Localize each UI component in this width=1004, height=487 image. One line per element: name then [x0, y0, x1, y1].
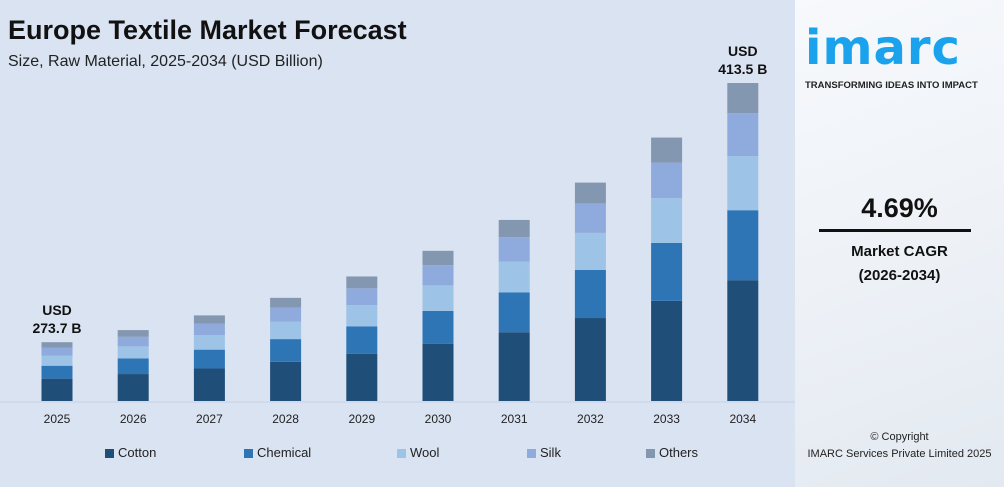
bar-segment-silk-2029: [346, 288, 378, 306]
legend-item-wool: Wool: [397, 445, 439, 461]
bar-segment-silk-2026: [117, 336, 149, 347]
bar-segment-cotton-2028: [270, 361, 302, 401]
bar-segment-wool-2030: [422, 285, 454, 311]
bar-segment-wool-2029: [346, 305, 378, 327]
bar-segment-cotton-2025: [41, 378, 73, 401]
copyright: © Copyright: [870, 431, 929, 443]
bar-segment-others-2032: [574, 182, 606, 204]
x-tick-label: 2031: [501, 412, 528, 426]
bar-segment-silk-2025: [41, 347, 73, 356]
bar-segment-wool-2032: [574, 232, 606, 270]
bar-segment-cotton-2032: [574, 318, 606, 401]
bar-segment-silk-2028: [270, 307, 302, 322]
bar-segment-silk-2033: [651, 162, 683, 199]
legend-swatch: [105, 448, 114, 458]
legend-label: Wool: [410, 445, 440, 460]
bar-segment-chemical-2031: [498, 292, 530, 333]
bar-segment-wool-2027: [193, 335, 225, 350]
x-tick-label: 2032: [577, 412, 604, 426]
logo-tagline: TRANSFORMING IDEAS INTO IMPACT: [805, 80, 978, 91]
bar-segment-others-2025: [41, 342, 73, 348]
bar-segment-others-2028: [270, 297, 302, 308]
bar-segment-others-2027: [193, 315, 225, 324]
bar-segment-cotton-2029: [346, 353, 378, 401]
x-tick-label: 2026: [120, 412, 147, 426]
bar-segment-wool-2026: [117, 346, 149, 359]
bar-segment-others-2029: [346, 276, 378, 289]
bar-segment-wool-2025: [41, 355, 73, 366]
bar-segment-cotton-2027: [193, 368, 225, 401]
cagr-period: (2026-2034): [858, 267, 941, 284]
x-tick-label: 2025: [44, 412, 71, 426]
legend-item-cotton: Cotton: [105, 445, 156, 461]
bar-segment-wool-2031: [498, 261, 530, 293]
legend-swatch: [646, 448, 655, 458]
cagr-value: 4.69%: [861, 193, 938, 223]
bar-segment-chemical-2026: [117, 358, 149, 375]
side-panel: imarc TRANSFORMING IDEAS INTO IMPACT 4.6…: [795, 0, 1004, 487]
bar-segment-cotton-2034: [727, 280, 759, 401]
bar-segment-silk-2027: [193, 323, 225, 336]
x-tick-label: 2027: [196, 412, 223, 426]
legend-swatch: [527, 448, 536, 458]
legend-swatch: [244, 448, 253, 458]
legend-label: Chemical: [257, 445, 312, 460]
x-tick-label: 2030: [425, 412, 452, 426]
x-tick-label: 2033: [653, 412, 680, 426]
chart-subtitle: Size, Raw Material, 2025-2034 (USD Billi…: [8, 53, 323, 70]
bar-segment-cotton-2033: [651, 300, 683, 401]
bar-segment-others-2031: [498, 219, 530, 238]
total-label: 413.5 B: [718, 61, 767, 77]
bar-segment-chemical-2030: [422, 310, 454, 344]
total-label: USD: [42, 302, 72, 318]
legend-label: Cotton: [118, 445, 157, 460]
legend-item-chemical: Chemical: [244, 445, 311, 461]
bar-segment-others-2033: [651, 137, 683, 163]
bar-segment-chemical-2025: [41, 365, 73, 379]
total-label: USD: [728, 43, 758, 59]
bar-segment-cotton-2031: [498, 332, 530, 401]
bar-segment-others-2026: [117, 330, 149, 337]
bar-segment-chemical-2027: [193, 349, 225, 369]
x-tick-label: 2034: [729, 412, 756, 426]
bar-segment-chemical-2029: [346, 326, 378, 354]
company-name: IMARC Services Private Limited 2025: [807, 448, 992, 460]
legend-swatch: [397, 448, 406, 458]
x-tick-label: 2028: [272, 412, 299, 426]
bar-segment-chemical-2034: [727, 210, 759, 281]
legend-label: Silk: [540, 445, 561, 460]
legend-label: Others: [659, 445, 699, 460]
bar-segment-silk-2031: [498, 237, 530, 262]
bar-segment-wool-2028: [270, 321, 302, 340]
bar-segment-others-2034: [727, 83, 759, 114]
bar-segment-wool-2034: [727, 156, 759, 211]
imarc-logo: imarc: [805, 22, 961, 74]
bar-segment-chemical-2032: [574, 269, 606, 319]
bar-segment-cotton-2030: [422, 343, 454, 401]
bar-segment-chemical-2033: [651, 242, 683, 301]
bar-segment-silk-2034: [727, 113, 759, 157]
bar-segment-silk-2032: [574, 203, 606, 233]
bar-segment-others-2030: [422, 250, 454, 266]
legend-item-others: Others: [646, 445, 698, 461]
chart-panel: Europe Textile Market Forecast Size, Raw…: [0, 0, 795, 487]
bar-segment-silk-2030: [422, 265, 454, 286]
chart-title: Europe Textile Market Forecast: [8, 15, 407, 45]
divider: [819, 229, 971, 232]
cagr-label: Market CAGR: [851, 243, 948, 260]
bar-chart: 2025 2026 2027 2028 2029 2030 2031 2032 2033 2034…: [0, 43, 795, 426]
total-label: 273.7 B: [32, 320, 81, 336]
bar-segment-chemical-2028: [270, 339, 302, 362]
bar-segment-cotton-2026: [117, 374, 149, 401]
legend-item-silk: Silk: [527, 445, 561, 461]
x-tick-label: 2029: [348, 412, 375, 426]
bar-segment-wool-2033: [651, 198, 683, 243]
